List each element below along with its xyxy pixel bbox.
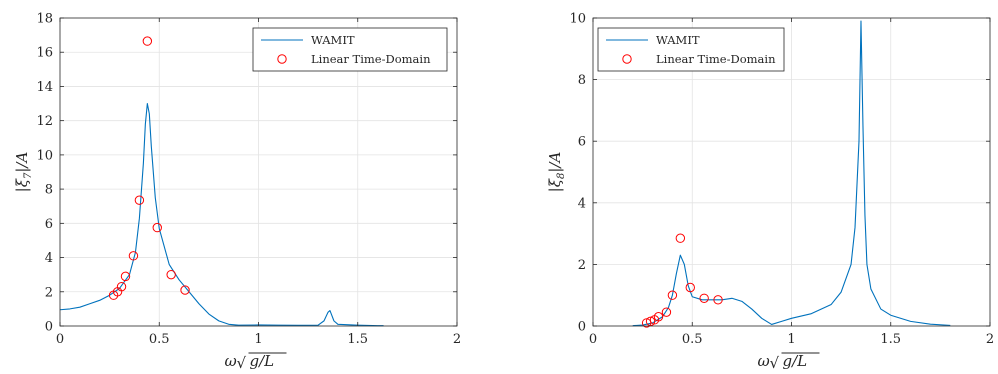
chart2-ytick-label: 10 [569, 12, 586, 27]
chart1-xtick-label: 0 [56, 332, 64, 347]
chart1-ytick-label: 10 [36, 148, 53, 163]
chart2-legend: WAMIT Linear Time-Domain [597, 27, 785, 72]
chart1-ytick-label: 2 [45, 285, 53, 300]
chart2-marker-point [699, 293, 709, 303]
chart1-xlabel-radical: √ [237, 354, 247, 372]
chart1: 0 0.5 1 1.5 2 0 2 4 6 8 10 12 14 16 18 ω √ g/L |ξ7|/A WAMIT… [13, 12, 461, 373]
chart2-ytick-label: 4 [578, 196, 586, 211]
chart2-marker-point [685, 282, 695, 293]
chart2-legend-marker-swatch [622, 54, 632, 64]
chart1-ytick-label: 8 [45, 183, 53, 198]
chart2-marker-point [675, 233, 686, 243]
chart1-marker-point [134, 195, 145, 205]
chart1-marker-point [128, 251, 139, 261]
chart1-marker-point [152, 222, 162, 233]
chart2-legend-box [597, 27, 785, 72]
chart2-ytick-label: 6 [578, 135, 586, 150]
chart2-ytick-label: 8 [578, 73, 586, 88]
chart2-xtick-label: 2 [986, 332, 994, 347]
chart1-marker-point [180, 285, 190, 295]
chart1-xlabel-omega: ω [225, 352, 237, 370]
chart1-ytick-label: 12 [36, 114, 53, 129]
chart1-marker-point [120, 271, 131, 282]
chart1-legend-label: Linear Time-Domain [311, 52, 431, 66]
chart1-xtick-label: 2 [453, 332, 461, 347]
chart1-legend-marker-swatch [277, 54, 287, 64]
chart2-series-wamit-line [632, 20, 951, 327]
chart1-marker-point [166, 269, 176, 280]
chart1-series-wamit-line [59, 103, 384, 327]
chart1-xlabel: ω √ g/L [225, 352, 287, 372]
chart2-xtick-label: 0.5 [682, 332, 703, 347]
chart2-xtick-label: 0 [589, 332, 597, 347]
chart2: 0 0.5 1 1.5 2 0 2 4 6 8 10 ω √ g/L |ξ8|/A WAMIT Linear T… [546, 12, 994, 373]
chart2-marker-point [641, 318, 652, 328]
chart2-legend-label: Linear Time-Domain [656, 52, 776, 66]
chart1-marker-point [142, 36, 153, 46]
chart1-ytick-label: 16 [36, 46, 53, 61]
chart1-legend: WAMIT Linear Time-Domain [252, 27, 448, 72]
chart2-legend-label: WAMIT [656, 33, 700, 47]
chart2-xlabel: ω √ g/L [758, 352, 820, 372]
chart1-legend-label: WAMIT [311, 33, 355, 47]
chart2-xtick-label: 1 [787, 332, 795, 347]
chart2-marker-point [667, 290, 678, 300]
chart1-xtick-label: 0.5 [149, 332, 170, 347]
chart2-marker-point [645, 316, 656, 327]
chart2-marker-point [653, 312, 664, 322]
chart1-ytick-label: 18 [36, 12, 53, 27]
chart1-marker-point [116, 281, 127, 292]
chart1-ytick-label: 14 [36, 80, 53, 95]
chart2-xlabel-omega: ω [758, 352, 770, 370]
chart2-marker-point [661, 307, 672, 317]
chart2-xlabel-radicand: g/L [783, 352, 808, 370]
chart2-ytick-label: 2 [578, 258, 586, 273]
chart2-xtick-label: 1.5 [880, 332, 901, 347]
chart2-xlabel-radical: √ [770, 354, 780, 372]
chart1-xlabel-radicand: g/L [250, 352, 275, 370]
chart1-legend-box [252, 27, 448, 72]
chart1-ylabel: |ξ7|/A [13, 152, 34, 193]
chart1-ytick-label: 0 [45, 320, 53, 335]
chart1-ytick-label: 6 [45, 217, 53, 232]
chart1-xtick-label: 1 [254, 332, 262, 347]
chart2-ylabel: |ξ8|/A [546, 152, 567, 193]
chart1-xtick-label: 1.5 [347, 332, 368, 347]
chart1-ytick-label: 4 [45, 251, 53, 266]
chart2-marker-point [713, 295, 723, 305]
chart2-ytick-label: 0 [578, 320, 586, 335]
